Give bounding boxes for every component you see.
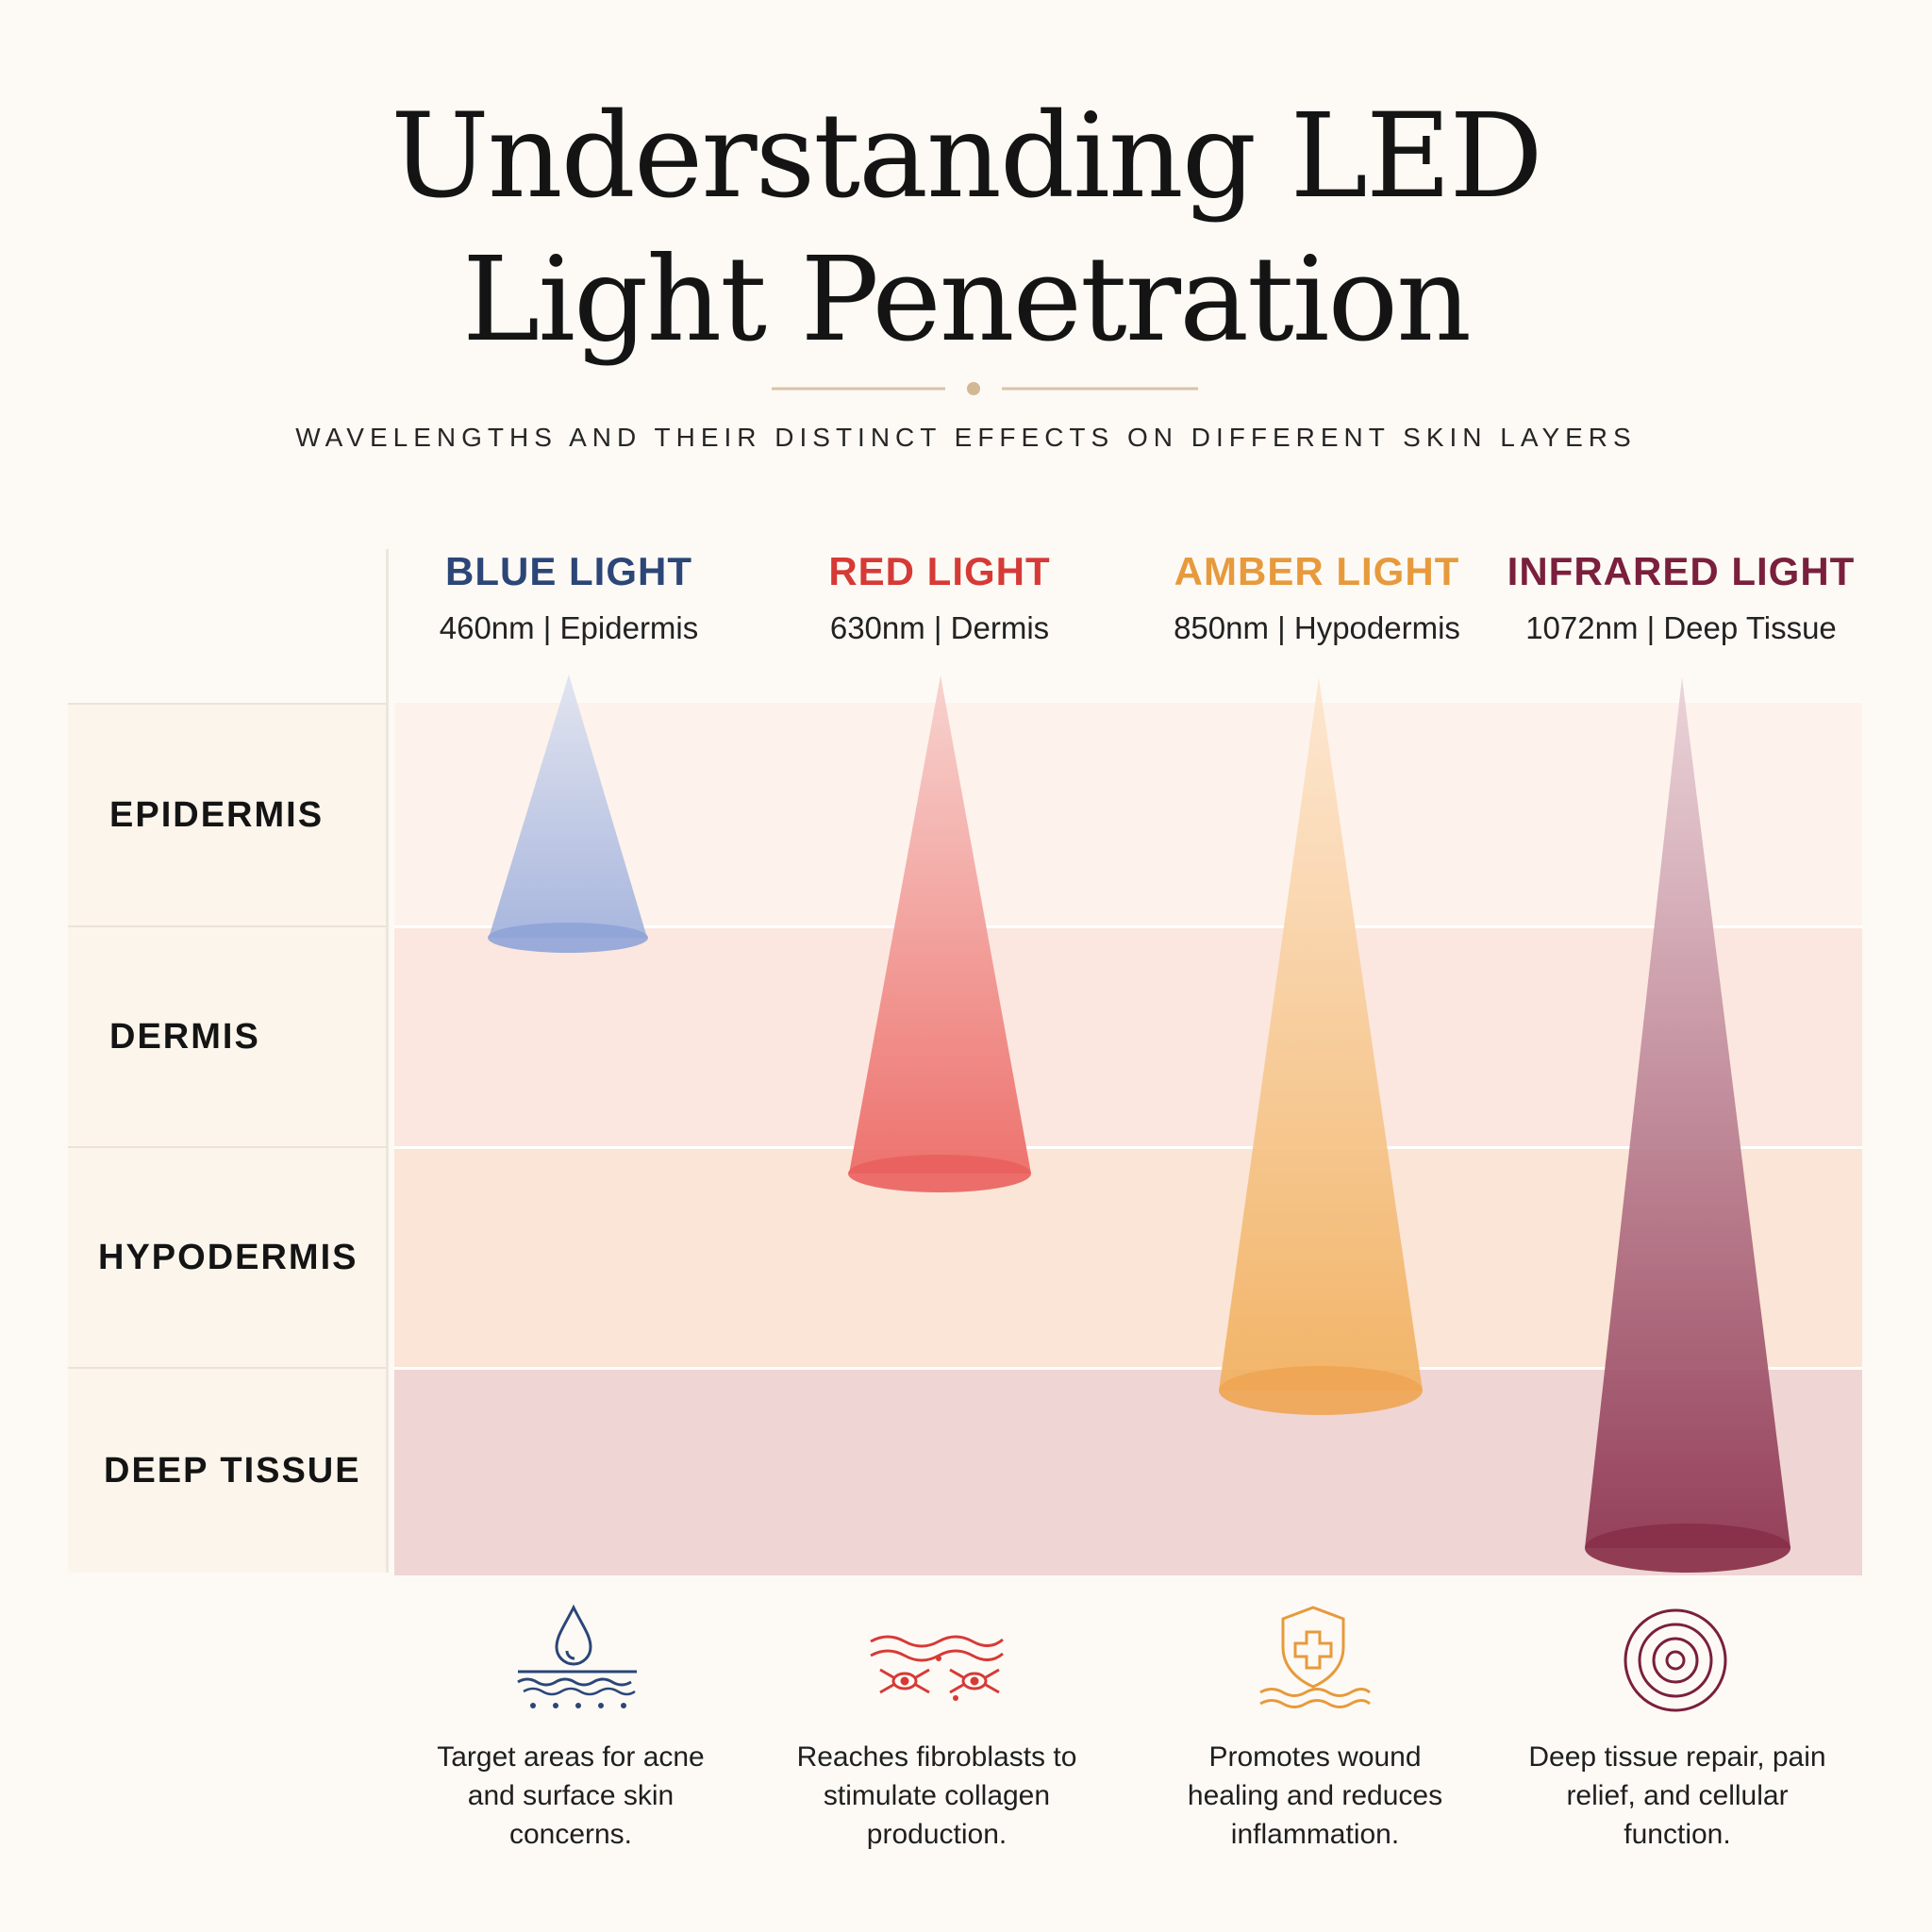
title-ornament bbox=[772, 382, 1198, 395]
column-header-infrared: INFRARED LIGHT 1072nm | Deep Tissue bbox=[1483, 545, 1879, 649]
beam-red bbox=[848, 675, 1031, 1192]
beam-blue bbox=[488, 675, 648, 953]
layer-label-dermis: DERMIS bbox=[68, 925, 386, 1146]
light-name-blue: BLUE LIGHT bbox=[445, 549, 692, 593]
beam-amber bbox=[1219, 677, 1423, 1415]
benefit-text-infrared: Deep tissue repair, pain relief, and cel… bbox=[1528, 1741, 1826, 1850]
layer-label-text: HYPODERMIS bbox=[98, 1237, 358, 1277]
layer-label-hypodermis: HYPODERMIS bbox=[68, 1146, 386, 1367]
beam-infrared-cone bbox=[1585, 677, 1790, 1548]
beam-amber-cone bbox=[1219, 677, 1423, 1391]
benefit-text-amber: Promotes wound healing and reduces infla… bbox=[1187, 1741, 1443, 1850]
layer-label-text: EPIDERMIS bbox=[109, 794, 325, 835]
beam-blue-cone bbox=[489, 675, 647, 938]
benefit-text-blue: Target areas for acne and surface skin c… bbox=[437, 1741, 705, 1850]
beam-blue-base bbox=[488, 923, 648, 953]
subtitle: WAVELENGTHS AND THEIR DISTINCT EFFECTS O… bbox=[295, 423, 1637, 452]
light-name-red: RED LIGHT bbox=[828, 549, 1051, 593]
beam-infrared bbox=[1585, 677, 1790, 1573]
column-header-red: RED LIGHT 630nm | Dermis bbox=[741, 545, 1138, 649]
benefit-text-red: Reaches fibroblasts to stimulate collage… bbox=[796, 1741, 1077, 1850]
layer-label-epidermis: EPIDERMIS bbox=[68, 703, 386, 925]
fibroblast-cells-icon bbox=[870, 1635, 1004, 1701]
light-spec-amber: 850nm | Hypodermis bbox=[1174, 610, 1460, 645]
light-spec-blue: 460nm | Epidermis bbox=[439, 610, 699, 645]
beam-infrared-base bbox=[1585, 1524, 1790, 1573]
light-name-infrared: INFRARED LIGHT bbox=[1507, 549, 1856, 593]
page-title: Understanding LED Light Penetration bbox=[0, 85, 1932, 372]
beam-red-cone bbox=[849, 675, 1031, 1174]
title-line-1: Understanding LED bbox=[391, 89, 1543, 225]
ornament-dot bbox=[967, 382, 980, 395]
column-header-amber: AMBER LIGHT 850nm | Hypodermis bbox=[1119, 545, 1515, 649]
label-column-divider bbox=[386, 549, 389, 1573]
band-epidermis bbox=[394, 703, 1862, 925]
layer-label-text: DEEP TISSUE bbox=[104, 1450, 361, 1491]
column-header-blue: BLUE LIGHT 460nm | Epidermis bbox=[371, 545, 767, 649]
light-name-amber: AMBER LIGHT bbox=[1174, 549, 1460, 593]
title-line-2: Light Penetration bbox=[461, 232, 1472, 368]
concentric-target-icon bbox=[1624, 1608, 1727, 1712]
shield-cross-icon bbox=[1259, 1606, 1371, 1708]
layer-label-text: DERMIS bbox=[109, 1016, 260, 1057]
layer-label-deep-tissue: DEEP TISSUE bbox=[68, 1367, 386, 1573]
water-drop-skin-icon bbox=[517, 1604, 637, 1708]
light-spec-infrared: 1072nm | Deep Tissue bbox=[1525, 610, 1837, 645]
band-dermis bbox=[394, 925, 1862, 1149]
beam-red-base bbox=[848, 1155, 1031, 1192]
light-spec-red: 630nm | Dermis bbox=[829, 610, 1050, 645]
beam-amber-base bbox=[1219, 1366, 1423, 1415]
